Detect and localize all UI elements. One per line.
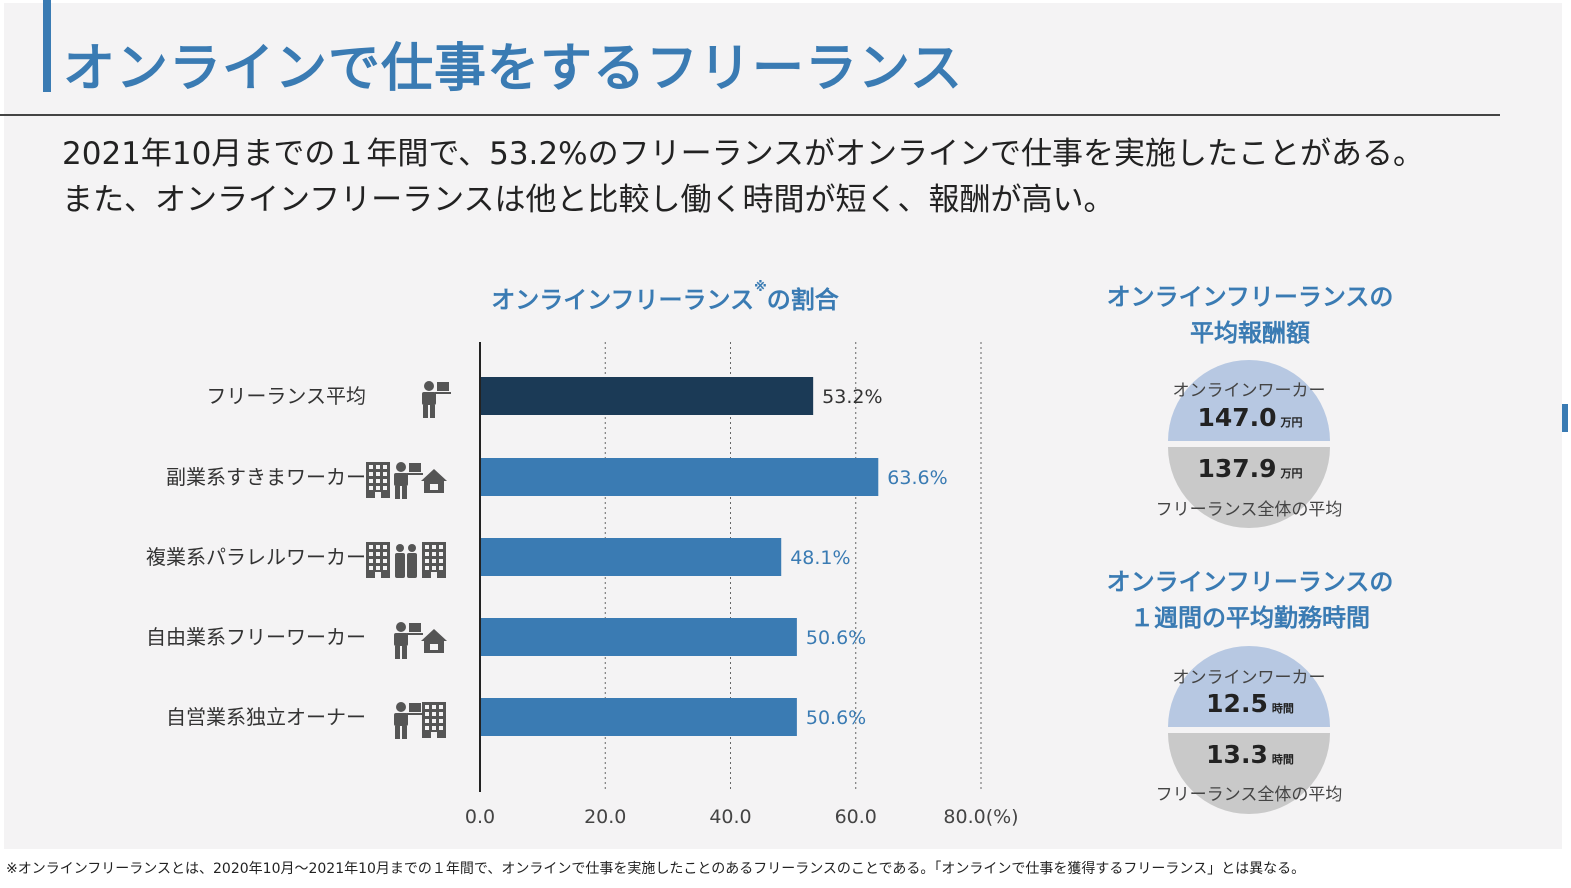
hours-title: オンラインフリーランスの １週間の平均勤務時間 [1080, 564, 1420, 636]
category-label: 自由業系フリーワーカー [146, 625, 366, 649]
hours-average-label: フリーランス全体の平均 [1155, 785, 1343, 805]
person-laptop-icon [422, 381, 451, 418]
bar-value-label: 50.6% [806, 627, 866, 649]
x-tick-label: 20.0 [584, 806, 626, 828]
category-label: 自営業系独立オーナー [166, 705, 366, 729]
building-icon [422, 542, 446, 578]
reward-average-label: フリーランス全体の平均 [1155, 500, 1343, 520]
reward-title: オンラインフリーランスの 平均報酬額 [1080, 279, 1420, 351]
hours-average-value-block: 13.3 時間 [1170, 740, 1330, 769]
category-label: フリーランス平均 [206, 384, 366, 408]
hours-average-unit: 時間 [1271, 753, 1294, 766]
hours-online-label: オンラインワーカー [1172, 668, 1326, 688]
hours-circle [1168, 646, 1330, 814]
bar [481, 458, 879, 496]
side-accent-tab [1562, 404, 1568, 432]
chart-title: オンラインフリーランス※の割合 [480, 280, 850, 315]
reward-average-value: 137.9 [1197, 454, 1277, 483]
reward-circle [1168, 360, 1330, 528]
bar-value-label: 50.6% [806, 707, 866, 729]
building-icon [366, 542, 390, 578]
house-icon [421, 469, 447, 493]
bar [481, 538, 782, 576]
bar-value-label: 63.6% [887, 467, 947, 489]
title-accent-bar [43, 0, 51, 92]
reward-title-line-2: 平均報酬額 [1190, 319, 1310, 347]
x-tick-label: 60.0 [835, 806, 877, 828]
person-laptop-icon [394, 702, 423, 739]
hours-online-unit: 時間 [1271, 702, 1294, 715]
x-tick-label: 0.0 [465, 806, 495, 828]
house-icon [421, 629, 447, 653]
bar [481, 698, 797, 736]
bar [481, 377, 814, 415]
bar-value-label: 53.2% [822, 386, 882, 408]
building-icon [422, 702, 446, 738]
lead-text-line-2: また、オンラインフリーランスは他と比較し働く時間が短く、報酬が高い。 [62, 182, 1115, 218]
category-label: 複業系パラレルワーカー [146, 545, 366, 569]
bar [481, 618, 797, 656]
category-label: 副業系すきまワーカー [166, 465, 366, 489]
hours-average-value: 13.3 [1206, 740, 1268, 769]
lead-text-line-1: 2021年10月までの１年間で、53.2%のフリーランスがオンラインで仕事を実施… [62, 136, 1424, 172]
reward-online-value: 147.0 [1197, 403, 1277, 432]
bar-value-label: 48.1% [790, 547, 850, 569]
reward-online-unit: 万円 [1280, 416, 1303, 429]
hours-title-line-2: １週間の平均勤務時間 [1130, 604, 1370, 632]
hours-online-value-block: 12.5 時間 [1170, 689, 1330, 718]
x-tick-label: 40.0 [709, 806, 751, 828]
people-icon [395, 544, 417, 578]
title-divider [0, 114, 1500, 116]
person-laptop-icon [394, 622, 423, 659]
reward-average-value-block: 137.9 万円 [1170, 454, 1330, 483]
chart-title-main: オンラインフリーランス [491, 286, 755, 314]
x-tick-label: 80.0(%) [943, 806, 1018, 828]
chart-title-suffix: の割合 [766, 286, 839, 314]
hours-online-value: 12.5 [1206, 689, 1268, 718]
reward-title-line-1: オンラインフリーランスの [1106, 283, 1394, 311]
chart-title-note-mark: ※ [754, 280, 767, 295]
building-icon [366, 462, 390, 498]
reward-online-value-block: 147.0 万円 [1170, 403, 1330, 432]
reward-online-label: オンラインワーカー [1172, 381, 1326, 401]
page-title: オンラインで仕事をするフリーランス [63, 39, 963, 99]
footnote: ※オンラインフリーランスとは、2020年10月～2021年10月までの１年間で、… [6, 861, 1306, 877]
person-laptop-icon [394, 462, 423, 499]
hours-title-line-1: オンラインフリーランスの [1106, 568, 1394, 596]
bar-chart: 0.0 20.0 40.0 60.0 80.0(%) 53.2% フリーランス平均 63.6%… [146, 342, 1019, 828]
reward-average-unit: 万円 [1280, 467, 1303, 480]
